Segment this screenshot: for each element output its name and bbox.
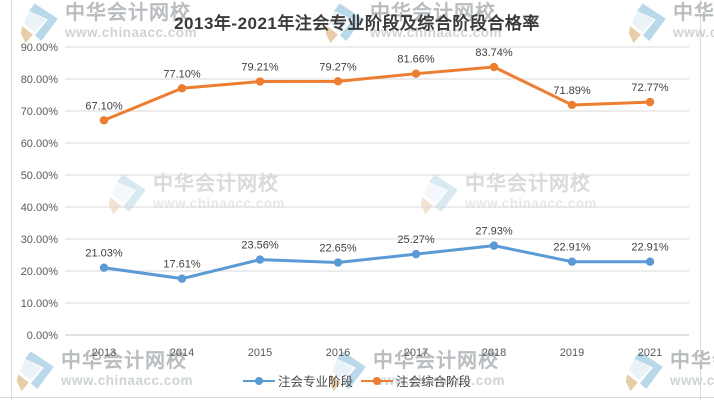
data-point xyxy=(567,257,577,266)
data-point xyxy=(177,274,187,283)
data-label: 22.91% xyxy=(553,242,591,254)
data-point xyxy=(255,255,265,264)
x-tick-label: 2019 xyxy=(560,347,584,359)
data-point xyxy=(333,258,343,267)
data-label: 71.89% xyxy=(553,85,591,97)
x-tick-label: 2013 xyxy=(92,347,116,359)
data-label: 77.10% xyxy=(163,68,201,80)
data-label: 17.61% xyxy=(163,259,201,271)
bottom-border-line xyxy=(0,397,714,398)
data-point xyxy=(567,100,577,110)
y-tick-label: 40.00% xyxy=(21,202,59,214)
legend-label: 注会专业阶段 xyxy=(277,375,353,389)
legend-line-marker-icon xyxy=(242,375,275,387)
legend-item: 注会专业阶段 xyxy=(242,371,353,390)
data-point xyxy=(645,257,655,266)
legend-label: 注会综合阶段 xyxy=(396,375,472,389)
data-label: 83.74% xyxy=(475,47,513,59)
data-point xyxy=(333,77,343,86)
x-tick-label: 2015 xyxy=(248,347,272,359)
legend-line-marker-icon xyxy=(361,375,393,387)
y-tick-label: 70.00% xyxy=(21,106,59,118)
data-label: 25.27% xyxy=(397,234,435,246)
chart-title: 2013年-2021年注会专业阶段及综合阶段合格率 xyxy=(174,14,540,33)
data-point xyxy=(99,263,109,272)
data-label: 72.77% xyxy=(631,82,669,94)
data-label: 27.93% xyxy=(475,226,513,238)
y-tick-label: 0.00% xyxy=(27,330,58,342)
y-tick-label: 10.00% xyxy=(21,298,59,310)
x-tick-label: 2021 xyxy=(638,347,662,359)
y-tick-label: 80.00% xyxy=(21,74,59,86)
chart-legend: 注会专业阶段 注会综合阶段 xyxy=(242,371,471,390)
data-label: 79.21% xyxy=(241,62,279,74)
data-label: 67.10% xyxy=(85,100,123,112)
left-border-line xyxy=(11,0,12,400)
y-tick-label: 50.00% xyxy=(21,170,59,182)
y-tick-label: 60.00% xyxy=(21,138,59,150)
data-point xyxy=(645,97,655,107)
y-tick-label: 90.00% xyxy=(21,42,59,54)
data-label: 79.27% xyxy=(319,61,357,73)
legend-item: 注会综合阶段 xyxy=(361,371,471,390)
y-tick-label: 30.00% xyxy=(21,234,59,246)
data-point xyxy=(411,249,421,259)
data-point xyxy=(255,77,265,86)
x-tick-label: 2017 xyxy=(404,347,428,359)
data-label: 21.03% xyxy=(85,248,123,260)
data-point xyxy=(99,116,109,125)
data-label: 22.65% xyxy=(319,243,357,255)
x-tick-label: 2016 xyxy=(326,347,350,359)
data-label: 22.91% xyxy=(631,242,669,254)
data-point xyxy=(177,84,187,93)
y-tick-label: 20.00% xyxy=(21,266,59,278)
data-point xyxy=(489,241,499,250)
x-tick-label: 2014 xyxy=(170,347,194,359)
series-line xyxy=(102,65,652,122)
data-label: 81.66% xyxy=(397,54,435,66)
data-point xyxy=(489,62,499,72)
x-tick-label: 2018 xyxy=(482,347,506,359)
data-point xyxy=(411,69,421,78)
data-label: 23.56% xyxy=(241,240,279,252)
right-border-line xyxy=(700,0,701,400)
series-line xyxy=(102,244,652,281)
